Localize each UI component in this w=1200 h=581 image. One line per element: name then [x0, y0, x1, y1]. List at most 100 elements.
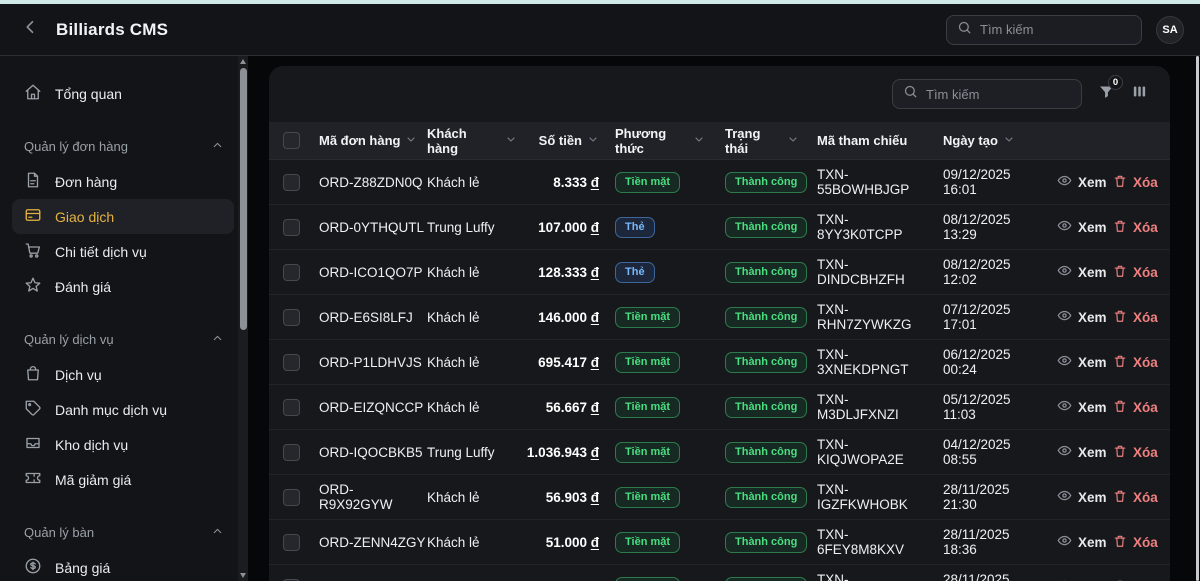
sidebar-section-services[interactable]: Quản lý dịch vụ	[0, 322, 248, 357]
view-button[interactable]: Xem	[1057, 488, 1107, 506]
sidebar: Tổng quan Quản lý đơn hàng Đơn hàng Giao…	[0, 56, 248, 581]
page-scrollbar[interactable]	[1196, 56, 1199, 581]
eye-icon	[1057, 398, 1072, 416]
row-checkbox[interactable]	[283, 443, 300, 461]
customer-cell: Khách lẻ	[427, 399, 480, 415]
column-header-created[interactable]: Ngày tạo	[923, 133, 1039, 148]
sidebar-item-chi-tiet-dich-vu[interactable]: Chi tiết dịch vụ	[12, 234, 234, 269]
order-id-cell: ORD-0YTHQUTL	[319, 219, 425, 235]
view-button[interactable]: Xem	[1057, 578, 1107, 581]
row-checkbox[interactable]	[283, 218, 300, 236]
chevron-up-icon	[211, 139, 224, 155]
amount-cell: 51.000 đ	[545, 534, 599, 550]
filter-button[interactable]: 0	[1098, 75, 1123, 105]
trash-icon	[1113, 264, 1127, 281]
delete-button[interactable]: Xóa	[1113, 444, 1158, 461]
row-checkbox[interactable]	[283, 398, 300, 416]
sidebar-item-kho-dich-vu[interactable]: Kho dịch vụ	[12, 427, 234, 462]
delete-button[interactable]: Xóa	[1113, 264, 1158, 281]
view-button[interactable]: Xem	[1057, 218, 1107, 236]
view-button[interactable]: Xem	[1057, 398, 1107, 416]
select-all-checkbox[interactable]	[283, 132, 300, 149]
avatar[interactable]: SA	[1156, 15, 1184, 44]
row-checkbox[interactable]	[283, 353, 300, 371]
ticket-icon	[24, 469, 42, 490]
method-badge: Tiền mặt	[615, 531, 681, 553]
view-button[interactable]: Xem	[1057, 173, 1107, 191]
row-checkbox[interactable]	[283, 173, 300, 191]
bag-icon	[24, 364, 42, 385]
sidebar-section-orders[interactable]: Quản lý đơn hàng	[0, 129, 248, 164]
view-button[interactable]: Xem	[1057, 443, 1107, 461]
column-header-method[interactable]: Phương thức	[599, 126, 705, 156]
sidebar-section-label: Quản lý đơn hàng	[24, 139, 128, 154]
trash-icon	[1113, 489, 1127, 506]
row-checkbox[interactable]	[283, 488, 300, 506]
sidebar-item-danh-gia[interactable]: Đánh giá	[12, 269, 234, 304]
global-search-input[interactable]	[980, 22, 1120, 37]
sidebar-item-ma-giam-gia[interactable]: Mã giảm giá	[12, 462, 234, 497]
column-header-customer[interactable]: Khách hàng	[427, 126, 517, 156]
column-header-status[interactable]: Trạng thái	[705, 126, 799, 156]
sidebar-section-tables[interactable]: Quản lý bàn	[0, 515, 248, 550]
chevron-down-icon	[505, 133, 517, 148]
method-badge: Thẻ	[615, 216, 655, 238]
view-button[interactable]: Xem	[1057, 533, 1107, 551]
table-search[interactable]	[892, 79, 1082, 109]
sidebar-item-don-hang[interactable]: Đơn hàng	[12, 164, 234, 199]
sidebar-item-giao-dich[interactable]: Giao dịch	[12, 199, 234, 234]
table-search-input[interactable]	[926, 86, 1066, 102]
column-header-amount[interactable]: Số tiền	[517, 133, 599, 148]
eye-icon	[1057, 218, 1072, 236]
amount-cell: 107.000 đ	[538, 219, 599, 235]
dollar-circle-icon	[24, 557, 42, 578]
method-cell: Tiền mặt	[599, 351, 705, 373]
global-search[interactable]	[946, 14, 1142, 45]
row-checkbox[interactable]	[283, 263, 300, 281]
view-cell: Xem	[1039, 443, 1107, 461]
view-cell: Xem	[1039, 173, 1107, 191]
columns-button[interactable]	[1131, 83, 1148, 105]
sidebar-item-label: Giao dịch	[55, 208, 115, 225]
delete-cell: Xóa	[1099, 264, 1158, 281]
status-badge: Thành công	[725, 576, 808, 581]
created-cell: 08/12/2025 13:29	[943, 212, 1011, 242]
row-checkbox[interactable]	[283, 533, 300, 551]
back-button[interactable]	[18, 17, 44, 43]
order-id-cell: ORD-Z88ZDN0Q	[319, 174, 423, 190]
reference-cell: TXN-3XNEKDPNGT	[817, 347, 909, 377]
row-checkbox[interactable]	[283, 308, 300, 326]
view-button[interactable]: Xem	[1057, 308, 1107, 326]
delete-button[interactable]: Xóa	[1113, 534, 1158, 551]
method-badge: Tiền mặt	[615, 396, 681, 418]
sidebar-item-danh-muc-dich-vu[interactable]: Danh mục dịch vụ	[12, 392, 234, 427]
amount-cell: 695.417 đ	[538, 354, 599, 370]
column-header-order[interactable]: Mã đơn hàng	[319, 133, 427, 148]
table-row: ORD-EIZQNCCP Khách lẻ 56.667 đ Tiền mặt …	[269, 385, 1170, 430]
trash-icon	[1113, 354, 1127, 371]
delete-button[interactable]: Xóa	[1113, 399, 1158, 416]
view-button[interactable]: Xem	[1057, 263, 1107, 281]
home-icon	[24, 83, 42, 104]
sidebar-scrollbar-thumb[interactable]	[239, 68, 247, 330]
scroll-down-arrow[interactable]	[240, 573, 246, 578]
scroll-up-arrow[interactable]	[240, 59, 246, 64]
reference-cell: TXN-8YY3K0TCPP	[817, 212, 903, 242]
delete-button[interactable]: Xóa	[1113, 174, 1158, 191]
chevron-down-icon	[693, 133, 705, 148]
amount-cell: 8.333 đ	[553, 174, 599, 190]
sidebar-item-overview[interactable]: Tổng quan	[12, 76, 234, 111]
delete-button[interactable]: Xóa	[1113, 354, 1158, 371]
status-badge: Thành công	[725, 306, 808, 328]
view-button[interactable]: Xem	[1057, 353, 1107, 371]
delete-button[interactable]: Xóa	[1113, 489, 1158, 506]
sidebar-item-bang-gia[interactable]: Bảng giá	[12, 550, 234, 581]
trash-icon	[1113, 399, 1127, 416]
reference-cell: TXN-DINDCBHZFH	[817, 257, 905, 287]
trash-icon	[1113, 534, 1127, 551]
delete-button[interactable]: Xóa	[1113, 219, 1158, 236]
delete-cell: Xóa	[1099, 489, 1158, 506]
sidebar-item-dich-vu[interactable]: Dịch vụ	[12, 357, 234, 392]
sidebar-scrollbar[interactable]	[238, 56, 248, 581]
delete-button[interactable]: Xóa	[1113, 309, 1158, 326]
